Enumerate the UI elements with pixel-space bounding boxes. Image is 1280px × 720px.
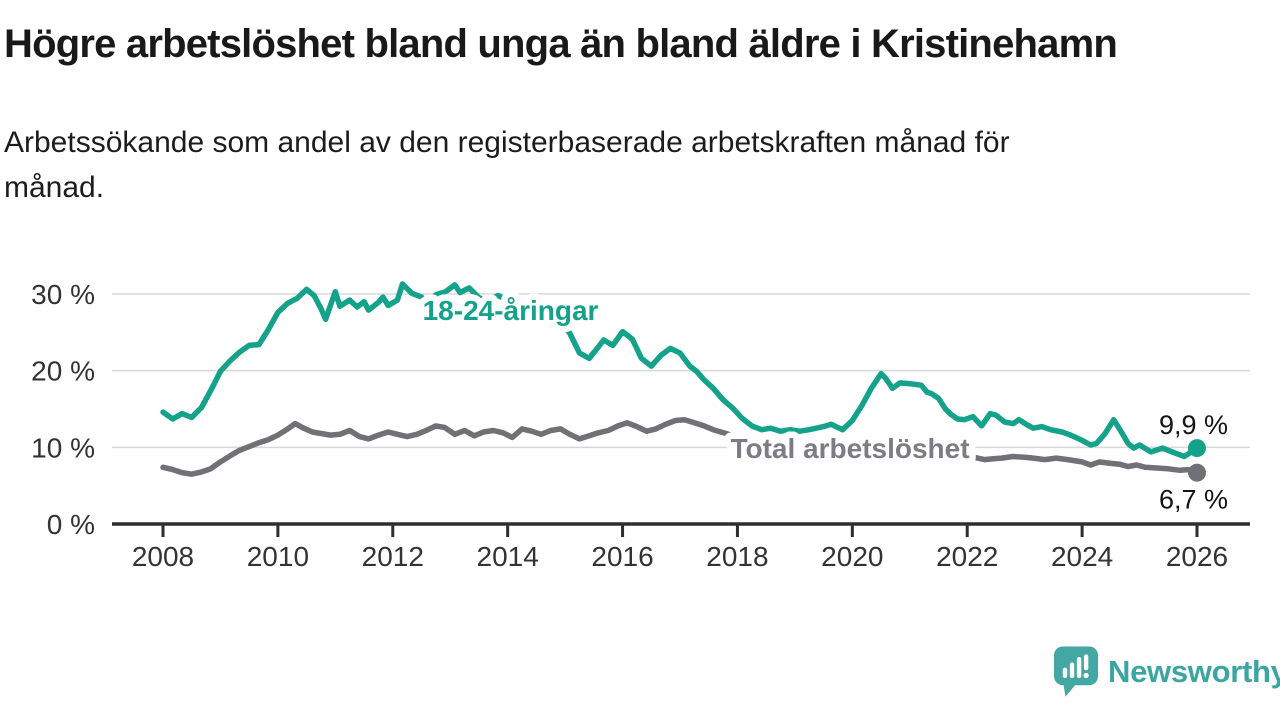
x-axis-tick-label: 2016 (591, 541, 653, 572)
x-axis-tick-label: 2010 (247, 541, 309, 572)
x-axis-tick-label: 2022 (936, 541, 998, 572)
series-line-youth (160, 281, 1200, 460)
x-axis-tick-label: 2018 (706, 541, 768, 572)
y-axis-tick-label: 0 % (47, 509, 95, 540)
bar-medium (1069, 662, 1075, 679)
x-axis-tick-label: 2026 (1166, 541, 1228, 572)
y-axis-tick-label: 30 % (31, 279, 95, 310)
x-axis-tick-label: 2020 (821, 541, 883, 572)
bar-small (1062, 667, 1068, 679)
speech-bubble-bar-chart-icon (1054, 646, 1098, 697)
end-value-label-youth: 9,9 % (1159, 410, 1228, 440)
chart-subtitle-line-2: månad. (4, 171, 105, 204)
x-axis-tick-label: 2024 (1051, 541, 1113, 572)
series-line-total (160, 416, 1200, 477)
end-dot-total (1187, 463, 1206, 482)
y-axis-tick-label: 10 % (31, 432, 95, 463)
chart-subtitle: Arbetssökande som andel av den registerb… (4, 120, 1204, 210)
exclamation-stem (1083, 654, 1089, 671)
x-axis-tick-label: 2014 (477, 541, 539, 572)
bar-tall (1076, 657, 1082, 679)
exclamation-dot (1083, 672, 1089, 679)
end-dot-youth (1187, 439, 1206, 458)
page-title: Högre arbetslöshet bland unga än bland ä… (4, 22, 1118, 66)
y-axis-tick-label: 20 % (31, 356, 95, 387)
series-label-total: Total arbetslöshet (730, 433, 969, 464)
series-label-youth: 18-24-åringar (423, 295, 599, 326)
x-axis-tick-label: 2012 (362, 541, 424, 572)
x-axis-tick-label: 2008 (132, 541, 194, 572)
newsworthy-logo: Newsworthy (1054, 646, 1280, 698)
end-value-label-total: 6,7 % (1159, 485, 1228, 515)
chart-subtitle-line-1: Arbetssökande som andel av den registerb… (4, 126, 1010, 159)
logo-wordmark: Newsworthy (1108, 654, 1280, 689)
speech-bubble-shape (1054, 646, 1098, 697)
